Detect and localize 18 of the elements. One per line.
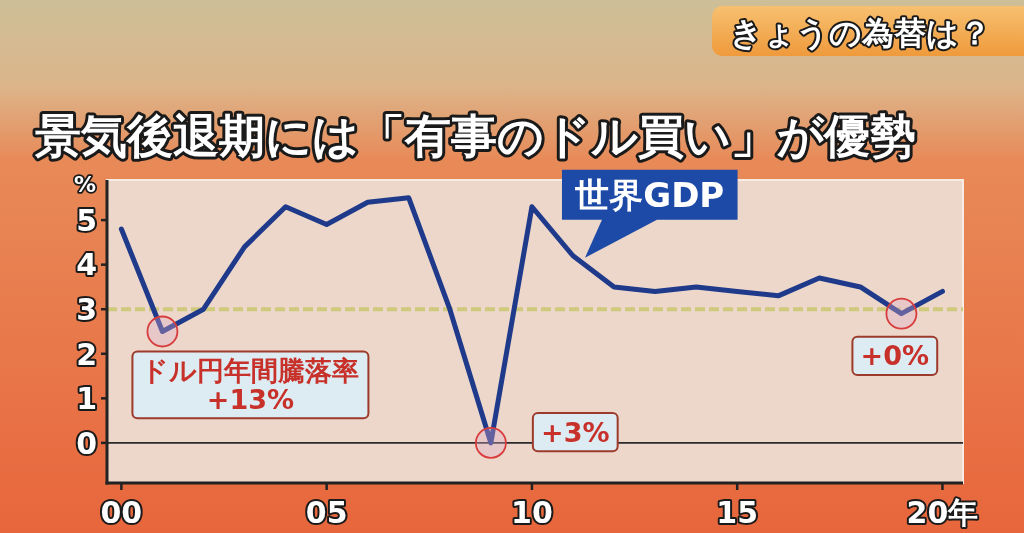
y-tick-label: 0: [76, 425, 97, 461]
chart-subtitle: きょうの為替は？: [730, 14, 991, 52]
annotation: +3%: [541, 416, 610, 448]
x-tick-label: 15: [716, 495, 759, 530]
chart-title: 景気後退期には「有事のドル買い」が優勢: [34, 109, 916, 163]
y-tick-label: 4: [76, 247, 97, 283]
y-axis-title: %: [73, 172, 97, 197]
series-label: 世界GDP: [574, 174, 725, 215]
annotation: +0%: [860, 340, 930, 372]
y-tick-label: 5: [76, 202, 97, 238]
y-tick-label: 2: [76, 336, 97, 372]
annotation: ドル円年間騰落率 +13%: [141, 355, 360, 415]
x-tick-label: 00: [100, 495, 143, 530]
y-tick-label: 3: [76, 292, 97, 328]
x-tick-label: 05: [305, 495, 348, 530]
x-tick-label: 20年: [906, 495, 979, 530]
x-tick-label: 10: [511, 495, 553, 530]
y-tick-label: 1: [76, 381, 97, 417]
